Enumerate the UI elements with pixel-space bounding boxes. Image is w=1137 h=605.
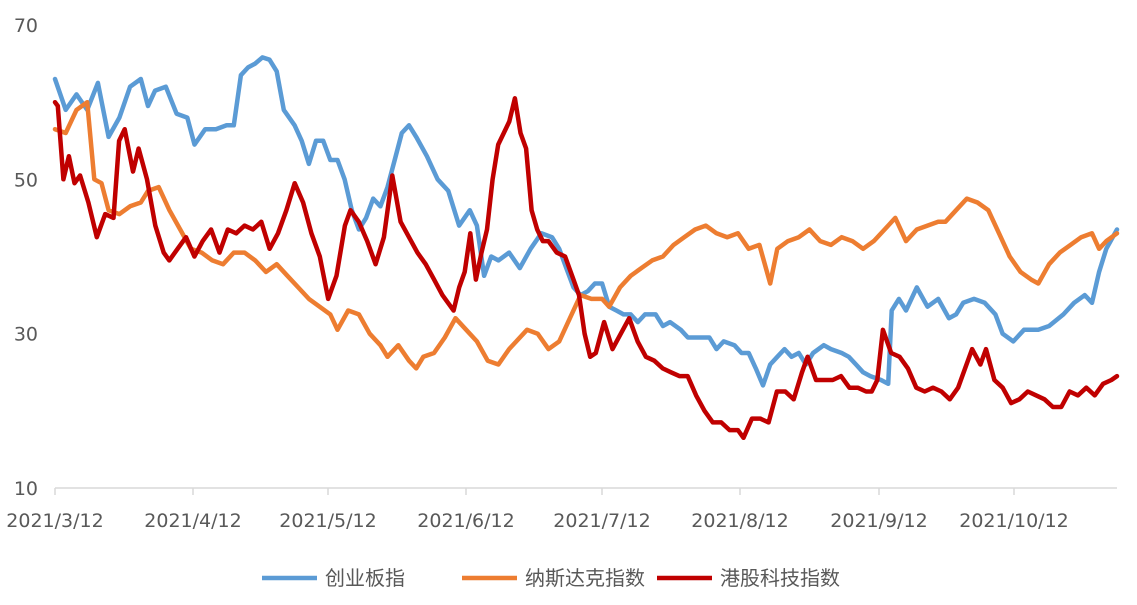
y-tick-label: 70 [14,15,38,37]
y-tick-label: 30 [14,324,38,346]
series-line-0 [52,55,1120,388]
x-tick-label: 2021/6/12 [417,510,514,532]
x-tick-label: 2021/9/12 [830,510,927,532]
legend-label: 纳斯达克指数 [525,566,645,590]
x-tick-label: 2021/3/12 [6,510,103,532]
y-axis-tick-labels: 10 30 50 70 [14,15,38,500]
x-tick-label: 2021/5/12 [279,510,376,532]
x-tick-label: 2021/10/12 [959,510,1069,532]
x-tick-label: 2021/8/12 [691,510,788,532]
x-tick-label: 2021/4/12 [144,510,241,532]
legend-label: 创业板指 [325,566,405,590]
series-line-2 [52,96,1120,441]
x-axis-ticks: 2021/3/12 2021/4/12 2021/5/12 2021/6/12 2021… [6,488,1069,532]
y-tick-label: 50 [14,169,38,191]
x-tick-label: 2021/7/12 [553,510,650,532]
legend-label: 港股科技指数 [720,566,840,590]
legend: 创业板指 纳斯达克指数 港股科技指数 [262,566,840,590]
y-tick-label: 10 [14,478,38,500]
series-lines [52,55,1120,441]
